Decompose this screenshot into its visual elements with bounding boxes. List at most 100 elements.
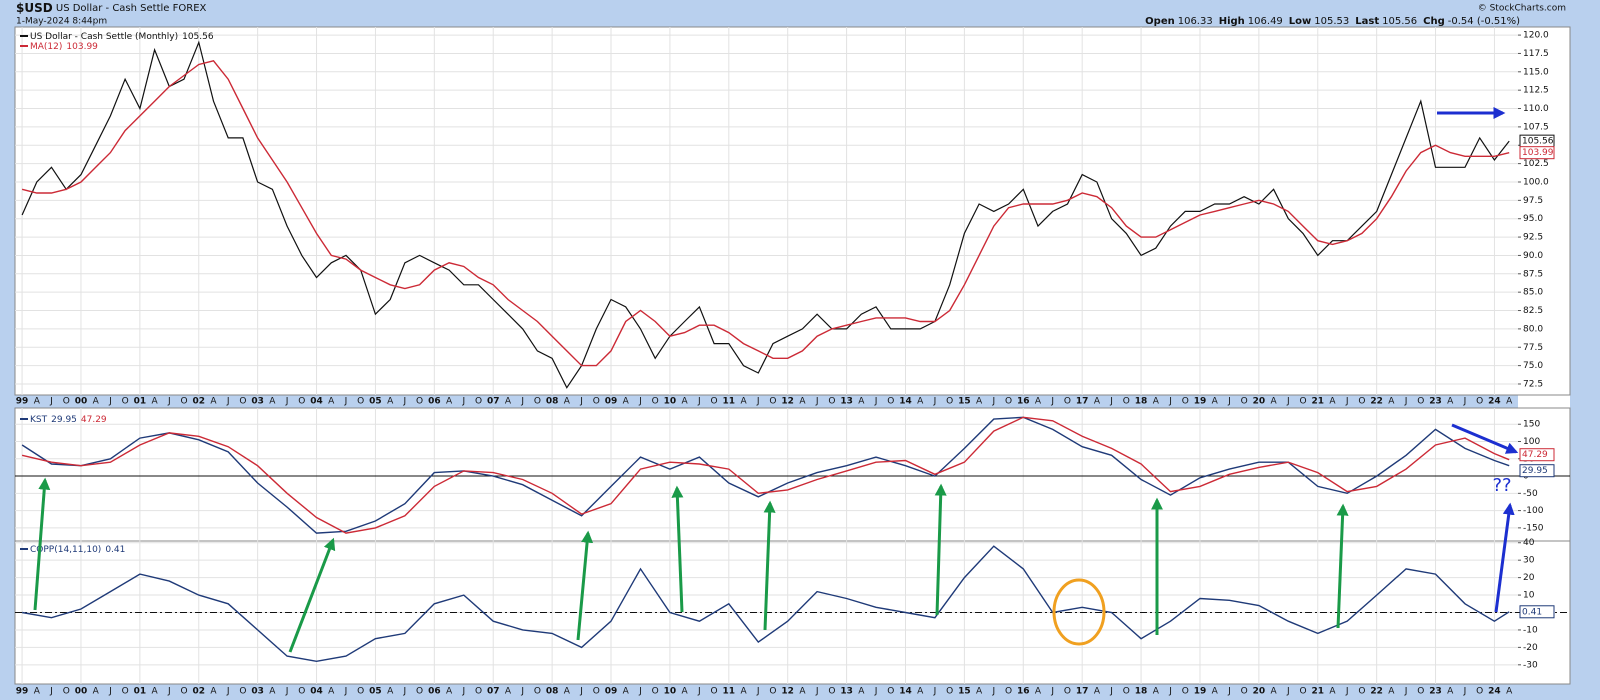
x-minor-label: O xyxy=(1005,687,1012,697)
quote-label: Last xyxy=(1355,16,1379,27)
x-minor-label: J xyxy=(1463,397,1467,407)
x-tick-label: 01 xyxy=(134,397,147,407)
x-minor-label: J xyxy=(167,397,171,407)
quote-label: Low xyxy=(1289,16,1311,27)
x-tick-label: 10 xyxy=(664,687,677,697)
last-value-box xyxy=(1519,464,1555,478)
x-tick-label: 11 xyxy=(723,397,736,407)
x-tick-label: 16 xyxy=(1017,687,1030,697)
symbol: $USD xyxy=(16,1,53,15)
legend: KST 29.95 47.29 xyxy=(30,415,107,425)
x-tick-label: 00 xyxy=(75,397,88,407)
kst-panel xyxy=(15,408,1518,541)
x-minor-label: A xyxy=(740,687,747,697)
x-minor-label: J xyxy=(1404,397,1408,407)
x-minor-label: A xyxy=(1388,687,1395,697)
x-tick-label: 99 xyxy=(16,687,29,697)
x-minor-label: A xyxy=(1094,397,1101,407)
price-panel xyxy=(15,27,1518,395)
x-tick-label: 19 xyxy=(1194,687,1207,697)
x-minor-label: O xyxy=(63,397,70,407)
y-tick-label: 80.0 xyxy=(1523,324,1543,334)
x-tick-label: 11 xyxy=(723,687,736,697)
x-tick-label: 15 xyxy=(958,397,971,407)
x-tick-label: 12 xyxy=(781,687,794,697)
legend: US Dollar - Cash Settle (Monthly) 105.56 xyxy=(30,32,214,42)
x-tick-label: 14 xyxy=(899,397,912,407)
x-minor-label: O xyxy=(180,397,187,407)
x-minor-label: J xyxy=(1168,397,1172,407)
x-minor-label: A xyxy=(1153,397,1160,407)
x-minor-label: A xyxy=(858,687,865,697)
x-minor-label: O xyxy=(1417,397,1424,407)
y-tick-label: 92.5 xyxy=(1523,233,1543,243)
x-minor-label: A xyxy=(976,397,983,407)
quote-value: 106.49 xyxy=(1248,16,1283,27)
x-minor-label: A xyxy=(1035,397,1042,407)
x-tick-label: 10 xyxy=(664,397,677,407)
x-minor-label: A xyxy=(93,397,100,407)
x-minor-label: A xyxy=(1506,397,1513,407)
x-minor-label: J xyxy=(344,687,348,697)
x-minor-label: A xyxy=(1447,397,1454,407)
last-value-label: 29.95 xyxy=(1522,466,1548,476)
x-tick-label: 00 xyxy=(75,687,88,697)
last-value-label: 105.56 xyxy=(1522,137,1554,147)
quote-label: Open xyxy=(1145,16,1175,27)
x-minor-label: O xyxy=(534,397,541,407)
x-minor-label: J xyxy=(638,687,642,697)
x-minor-label: O xyxy=(1476,687,1483,697)
x-minor-label: O xyxy=(711,397,718,407)
x-minor-label: J xyxy=(992,397,996,407)
x-minor-label: A xyxy=(564,687,571,697)
x-minor-label: J xyxy=(1345,397,1349,407)
x-minor-label: O xyxy=(711,687,718,697)
legend-name: COPP(14,11,10) xyxy=(30,545,101,555)
x-tick-label: 07 xyxy=(487,397,500,407)
y-tick-label: 115.0 xyxy=(1523,67,1549,77)
y-tick-label: 107.5 xyxy=(1523,122,1549,132)
series-line xyxy=(21,416,1510,534)
x-minor-label: O xyxy=(593,397,600,407)
y-tick-label: 110.0 xyxy=(1523,104,1549,114)
x-tick-label: 02 xyxy=(192,397,205,407)
x-minor-label: J xyxy=(933,687,937,697)
x-minor-label: A xyxy=(210,687,217,697)
y-tick-label: 120.0 xyxy=(1523,31,1549,41)
x-minor-label: J xyxy=(874,687,878,697)
x-tick-label: 19 xyxy=(1194,397,1207,407)
legend: COPP(14,11,10) 0.41 xyxy=(30,545,125,555)
x-tick-label: 03 xyxy=(251,687,264,697)
last-value-box xyxy=(1519,146,1555,160)
x-minor-label: J xyxy=(1345,687,1349,697)
x-minor-label: A xyxy=(1094,687,1101,697)
x-minor-label: J xyxy=(226,687,230,697)
x-minor-label: A xyxy=(93,687,100,697)
x-minor-label: A xyxy=(858,397,865,407)
x-tick-label: 08 xyxy=(546,397,559,407)
x-minor-label: J xyxy=(874,397,878,407)
x-minor-label: A xyxy=(151,687,158,697)
credit: © StockCharts.com xyxy=(1478,4,1566,14)
annotation-text: ?? xyxy=(1492,475,1511,496)
y-tick-label: -50 xyxy=(1523,489,1538,499)
x-minor-label: A xyxy=(34,687,41,697)
x-minor-label: A xyxy=(917,687,924,697)
x-minor-label: A xyxy=(387,687,394,697)
x-minor-label: O xyxy=(239,687,246,697)
quote-line: Open 106.33 High 106.49 Low 105.53 Last 105.56 C… xyxy=(1145,16,1520,27)
x-minor-label: J xyxy=(1050,397,1054,407)
y-tick-label: 82.5 xyxy=(1523,306,1543,316)
y-tick-label: -150 xyxy=(1523,523,1544,533)
x-tick-label: 08 xyxy=(546,687,559,697)
x-minor-label: A xyxy=(1212,687,1219,697)
x-minor-label: A xyxy=(623,397,630,407)
x-tick-label: 01 xyxy=(134,687,147,697)
y-tick-label: 112.5 xyxy=(1523,86,1549,96)
x-minor-label: A xyxy=(1035,687,1042,697)
legend-value: 103.99 xyxy=(66,42,98,52)
x-minor-label: J xyxy=(461,687,465,697)
x-minor-label: O xyxy=(828,687,835,697)
x-minor-label: O xyxy=(1182,397,1189,407)
x-minor-label: O xyxy=(357,687,364,697)
